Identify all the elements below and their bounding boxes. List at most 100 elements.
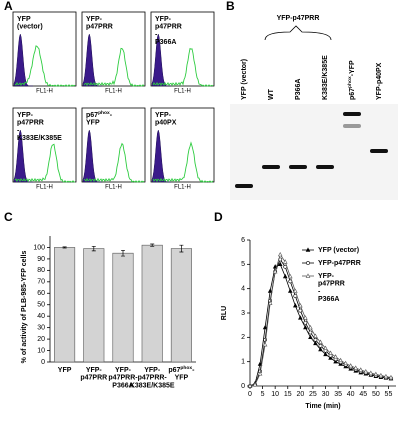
x-tick-label: 40	[347, 391, 355, 398]
axis-label: FL1-H	[105, 185, 122, 191]
point	[338, 357, 343, 363]
point	[298, 303, 303, 308]
control-histogram	[82, 33, 103, 87]
y-tick-label: 40	[37, 313, 45, 320]
lane-label: YFP-p40PX	[376, 62, 383, 100]
point	[318, 339, 323, 344]
y-tick-label: 60	[37, 290, 45, 297]
error-bar	[150, 243, 155, 247]
x-tick-label: 45	[359, 391, 367, 398]
point	[323, 351, 328, 357]
yfp-histogram	[152, 47, 214, 87]
histogram-label: YFP-p47PRR -K383E/K385E	[17, 112, 62, 142]
point	[308, 330, 313, 335]
yfp-histogram	[152, 141, 214, 183]
axis-label: FL1-H	[105, 89, 122, 95]
panel-letter: B	[226, 0, 235, 13]
point	[305, 247, 311, 252]
bar	[112, 252, 134, 363]
band	[262, 165, 280, 169]
histogram-label: p67phox-YFP	[86, 110, 113, 127]
bar	[170, 248, 192, 363]
legend-label: YFP (vector)	[318, 247, 359, 254]
y-tick-label: 10	[37, 347, 45, 354]
legend-label: YFP-p47PRR	[318, 260, 361, 267]
point	[267, 288, 273, 293]
x-tick-label: 55	[385, 391, 393, 398]
y-tick-label: 4	[241, 286, 245, 293]
histogram-label: YFP-p47PRR -P366A	[155, 16, 184, 46]
point	[363, 369, 369, 374]
point	[348, 363, 353, 368]
axis-label: FL1-H	[36, 185, 53, 191]
point	[368, 370, 374, 375]
legend-label: YFP-p47PRR -P366A	[318, 273, 347, 303]
yfp-histogram	[83, 142, 145, 183]
point	[308, 324, 313, 330]
point	[257, 371, 263, 376]
point	[282, 273, 288, 279]
point	[343, 360, 348, 366]
axis-label: FL1-H	[36, 89, 53, 95]
lane-label: YFP (vector)	[241, 59, 248, 100]
y-tick-label: 5	[241, 261, 245, 268]
x-tick-label: 35	[334, 391, 342, 398]
lane-label: P366A	[295, 79, 302, 100]
x-tick-label: 50	[372, 391, 380, 398]
control-histogram	[82, 129, 103, 183]
histogram-label: YFP-p40PX	[155, 112, 177, 127]
y-tick-label: 6	[241, 237, 245, 244]
point	[262, 341, 268, 347]
point	[308, 334, 313, 340]
band	[343, 124, 361, 128]
y-tick-label: 3	[241, 310, 245, 317]
axis-label: FL1-H	[174, 89, 191, 95]
point	[247, 383, 253, 388]
bar	[83, 248, 105, 363]
point	[353, 365, 359, 370]
x-tick-label: 5	[261, 391, 265, 398]
y-tick-label: 20	[37, 336, 45, 343]
point	[383, 373, 389, 379]
point	[378, 372, 384, 378]
panel-letter: C	[4, 210, 13, 224]
point	[293, 303, 298, 308]
y-tick-label: 80	[37, 267, 45, 274]
point	[388, 374, 394, 380]
point	[303, 324, 308, 330]
band	[343, 112, 361, 116]
point	[282, 259, 288, 264]
error-bar	[91, 245, 96, 252]
y-axis-label: RLU	[221, 306, 228, 320]
yfp-histogram	[83, 47, 145, 87]
axis-label: FL1-H	[174, 185, 191, 191]
yfp-histogram	[14, 45, 76, 87]
panel-letter: A	[4, 0, 13, 13]
band	[316, 165, 334, 169]
x-tick-label: 25	[309, 391, 317, 398]
point	[252, 382, 258, 387]
point	[318, 343, 323, 348]
point	[318, 346, 323, 352]
y-tick-label: 0	[241, 383, 245, 390]
x-tick-label: 15	[284, 391, 292, 398]
control-histogram	[151, 33, 172, 87]
histogram-label: YFP-p47PRR	[86, 16, 113, 31]
control-histogram	[151, 129, 172, 183]
point	[333, 354, 338, 359]
y-tick-label: 90	[37, 256, 45, 263]
band	[370, 149, 388, 153]
point	[298, 315, 303, 320]
blot	[230, 104, 398, 200]
point	[306, 261, 310, 265]
lane-label: WT	[268, 88, 275, 100]
band	[235, 184, 253, 188]
y-tick-label: 70	[37, 279, 45, 286]
bar	[54, 247, 76, 363]
bracket	[264, 25, 332, 41]
point	[323, 345, 328, 350]
point	[303, 320, 308, 325]
control-histogram	[13, 129, 34, 183]
y-tick-label: 30	[37, 324, 45, 331]
